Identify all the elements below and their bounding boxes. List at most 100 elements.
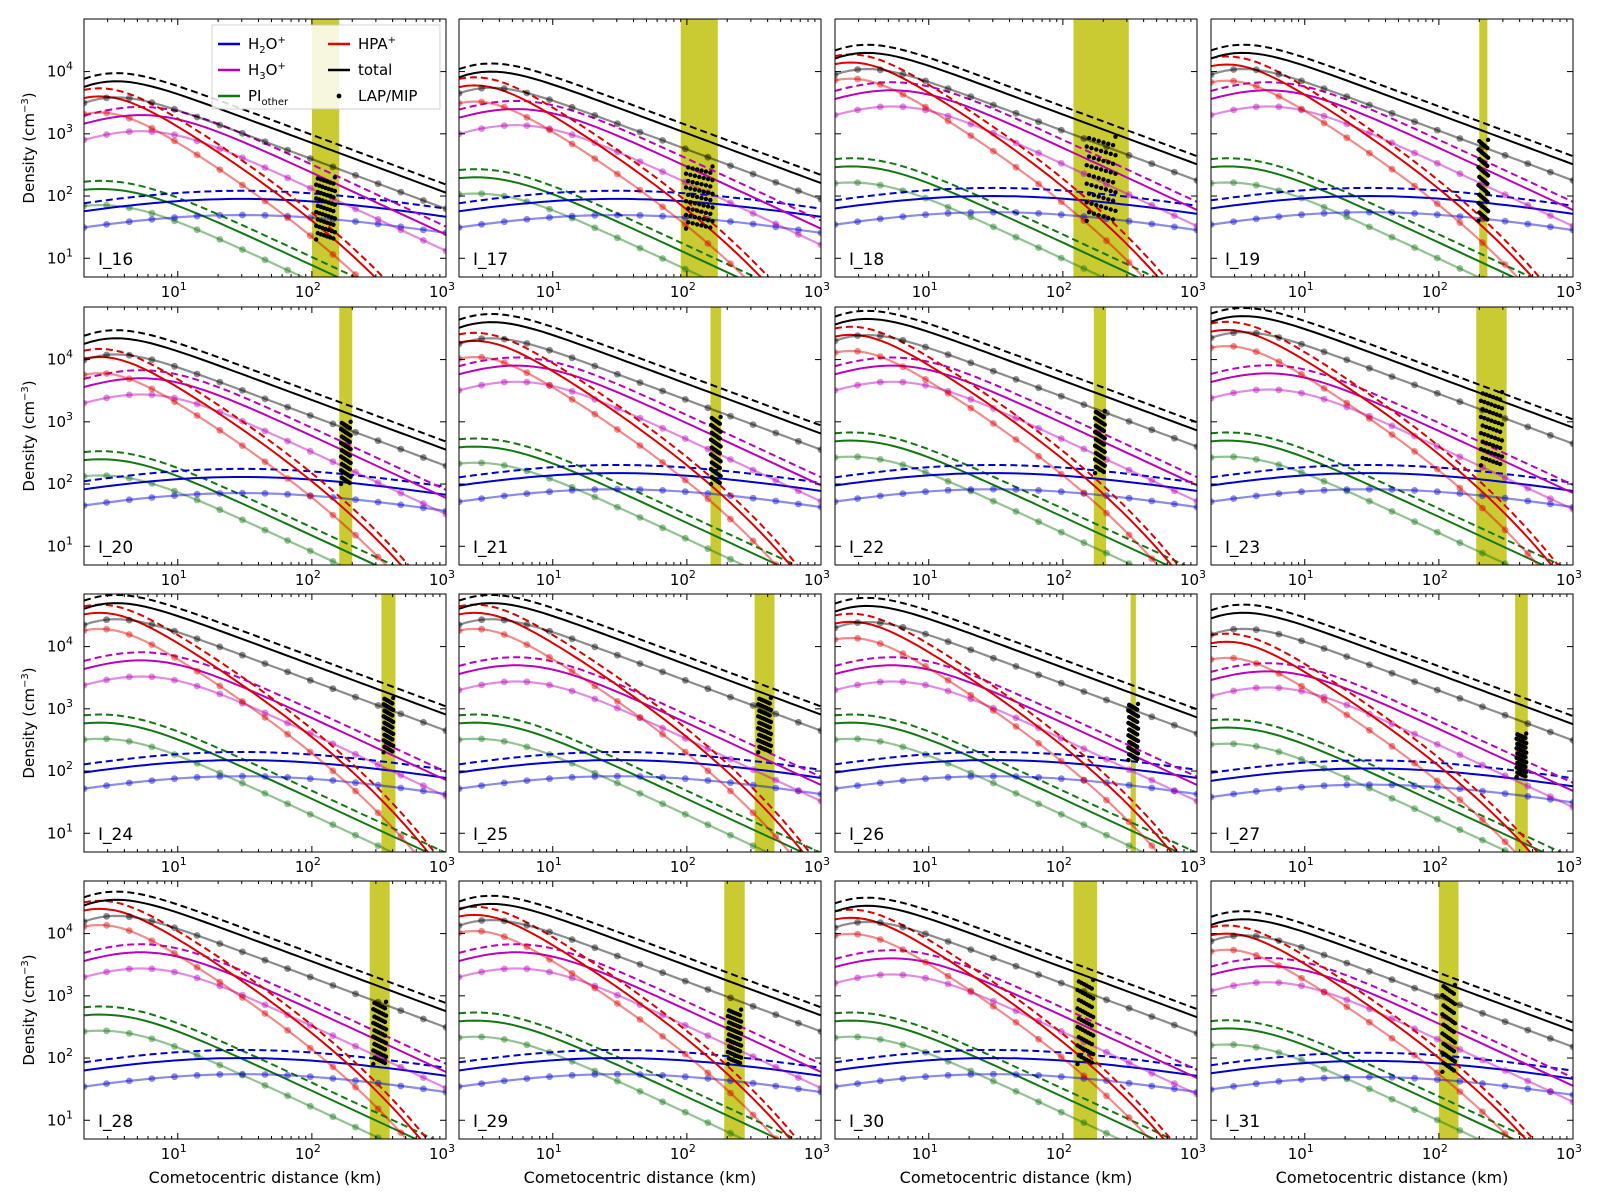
legend-sub: 3 bbox=[259, 71, 265, 82]
panel-label: I_17 bbox=[473, 250, 508, 270]
x-tick-base: 10 bbox=[1422, 571, 1441, 589]
pio-fit-marker bbox=[1148, 297, 1155, 304]
h3o-fit-marker bbox=[967, 395, 975, 403]
lap-mip-point bbox=[1478, 463, 1484, 468]
pio-model-dashed bbox=[84, 713, 446, 852]
legend-label-pio: PIother bbox=[248, 87, 289, 108]
total-fit-marker bbox=[374, 437, 382, 445]
h3o-fit-marker bbox=[795, 1074, 802, 1081]
total-fit-marker bbox=[636, 379, 644, 386]
y-axis-label-exp: −3 bbox=[20, 673, 31, 688]
total-fit-marker bbox=[1547, 1035, 1554, 1042]
h3o-fit-marker bbox=[103, 968, 110, 976]
x-tick-label: 102 bbox=[295, 1142, 321, 1163]
pio-fit-marker bbox=[899, 1041, 907, 1049]
hpa-fit-marker bbox=[103, 370, 110, 377]
pio-fit-marker bbox=[1012, 233, 1020, 241]
lap-mip-point bbox=[1096, 212, 1101, 218]
h3o-fit-curve bbox=[84, 967, 446, 1090]
total-fit-marker bbox=[103, 616, 110, 624]
h2o-fit-marker bbox=[1230, 495, 1237, 502]
pio-fit-marker bbox=[1501, 847, 1509, 852]
lap-mip-point bbox=[1093, 423, 1099, 428]
hpa-fit-marker bbox=[1411, 448, 1418, 455]
total-fit-marker bbox=[1275, 937, 1283, 944]
h2o-fit-marker bbox=[329, 1075, 337, 1082]
h3o-fit-marker bbox=[1125, 1059, 1133, 1067]
hpa-model-curve bbox=[1211, 640, 1532, 852]
y-tick-exp: 1 bbox=[66, 246, 73, 259]
lap-mip-point bbox=[1494, 460, 1499, 465]
h3o-fit-marker bbox=[1230, 106, 1237, 114]
hpa-fit-marker bbox=[944, 972, 952, 980]
hpa-fit-marker bbox=[854, 75, 861, 83]
y-tick-base: 10 bbox=[47, 1049, 66, 1067]
pio-fit-marker bbox=[239, 1071, 246, 1079]
lap-mip-point bbox=[1101, 214, 1106, 219]
total-fit-marker bbox=[1524, 160, 1532, 168]
pio-fit-marker bbox=[636, 1088, 644, 1095]
hpa-fit-marker bbox=[1479, 239, 1486, 247]
x-tick-exp: 3 bbox=[1575, 280, 1582, 293]
h3o-fit-marker bbox=[103, 676, 110, 684]
total-fit-curve bbox=[459, 618, 821, 732]
plot-area bbox=[835, 881, 1197, 1139]
h3o-fit-marker bbox=[1211, 987, 1215, 995]
h2o-fit-marker bbox=[1211, 793, 1215, 801]
hpa-fit-marker bbox=[1275, 670, 1283, 677]
h3o-fit-marker bbox=[772, 1063, 780, 1071]
lap-mip-point bbox=[1491, 394, 1496, 400]
hpa-model-curve bbox=[84, 355, 403, 565]
h2o-fit-marker bbox=[1125, 494, 1133, 502]
h2o-fit-marker bbox=[1411, 782, 1418, 790]
hpa-fit-marker bbox=[329, 251, 337, 258]
y-tick-exp: 1 bbox=[66, 1108, 73, 1121]
y-tick-label: 103 bbox=[47, 984, 73, 1005]
lap-mip-point bbox=[1093, 437, 1099, 442]
lap-mip-point bbox=[1091, 174, 1097, 179]
y-tick-exp: 4 bbox=[66, 348, 73, 361]
h2o-fit-curve bbox=[1211, 211, 1573, 232]
h2o-model-curve bbox=[835, 194, 1197, 215]
h2o-fit-marker bbox=[216, 490, 224, 497]
total-fit-marker bbox=[681, 396, 689, 403]
x-tick-exp: 3 bbox=[448, 855, 455, 868]
h2o-fit-marker bbox=[239, 1070, 246, 1078]
hpa-fit-marker bbox=[125, 927, 133, 934]
total-model-curve bbox=[459, 70, 821, 185]
x-tick-label: 102 bbox=[670, 568, 696, 589]
h3o-fit-marker bbox=[614, 991, 621, 999]
h2o-fit-marker bbox=[1388, 781, 1396, 789]
lap-mip-point bbox=[697, 174, 702, 180]
lap-mip-point bbox=[725, 1061, 731, 1067]
h3o-fit-marker bbox=[795, 787, 802, 794]
h2o-fit-marker bbox=[284, 774, 291, 781]
h3o-fit-marker bbox=[442, 792, 446, 800]
h3o-model-curve bbox=[84, 377, 446, 499]
pio-fit-marker bbox=[749, 842, 757, 850]
total-fit-marker bbox=[727, 412, 734, 420]
h2o-fit-marker bbox=[171, 1073, 178, 1081]
lap-mip-point bbox=[1084, 181, 1089, 186]
h3o-fit-marker bbox=[239, 699, 246, 707]
x-tick-label: 101 bbox=[912, 568, 938, 589]
x-tick-base: 10 bbox=[295, 283, 314, 301]
hpa-fit-marker bbox=[1411, 182, 1418, 190]
h3o-fit-marker bbox=[1569, 1098, 1573, 1106]
h2o-fit-marker bbox=[1035, 210, 1042, 217]
h2o-fit-marker bbox=[1388, 1073, 1396, 1081]
total-fit-marker bbox=[1035, 671, 1042, 679]
h2o-fit-curve bbox=[459, 213, 821, 234]
h2o-fit-marker bbox=[659, 774, 666, 781]
hpa-fit-marker bbox=[1103, 509, 1110, 517]
h2o-fit-marker bbox=[148, 216, 156, 223]
x-tick-base: 10 bbox=[670, 283, 689, 301]
h3o-fit-marker bbox=[193, 974, 201, 982]
h2o-model-dashed bbox=[1211, 759, 1573, 780]
total-fit-marker bbox=[442, 1024, 446, 1031]
pio-model-curve bbox=[835, 721, 1180, 852]
pio-fit-marker bbox=[352, 298, 359, 305]
lap-mip-point bbox=[314, 196, 319, 201]
legend-sup: + bbox=[277, 35, 285, 46]
y-tick-label: 104 bbox=[47, 635, 73, 656]
